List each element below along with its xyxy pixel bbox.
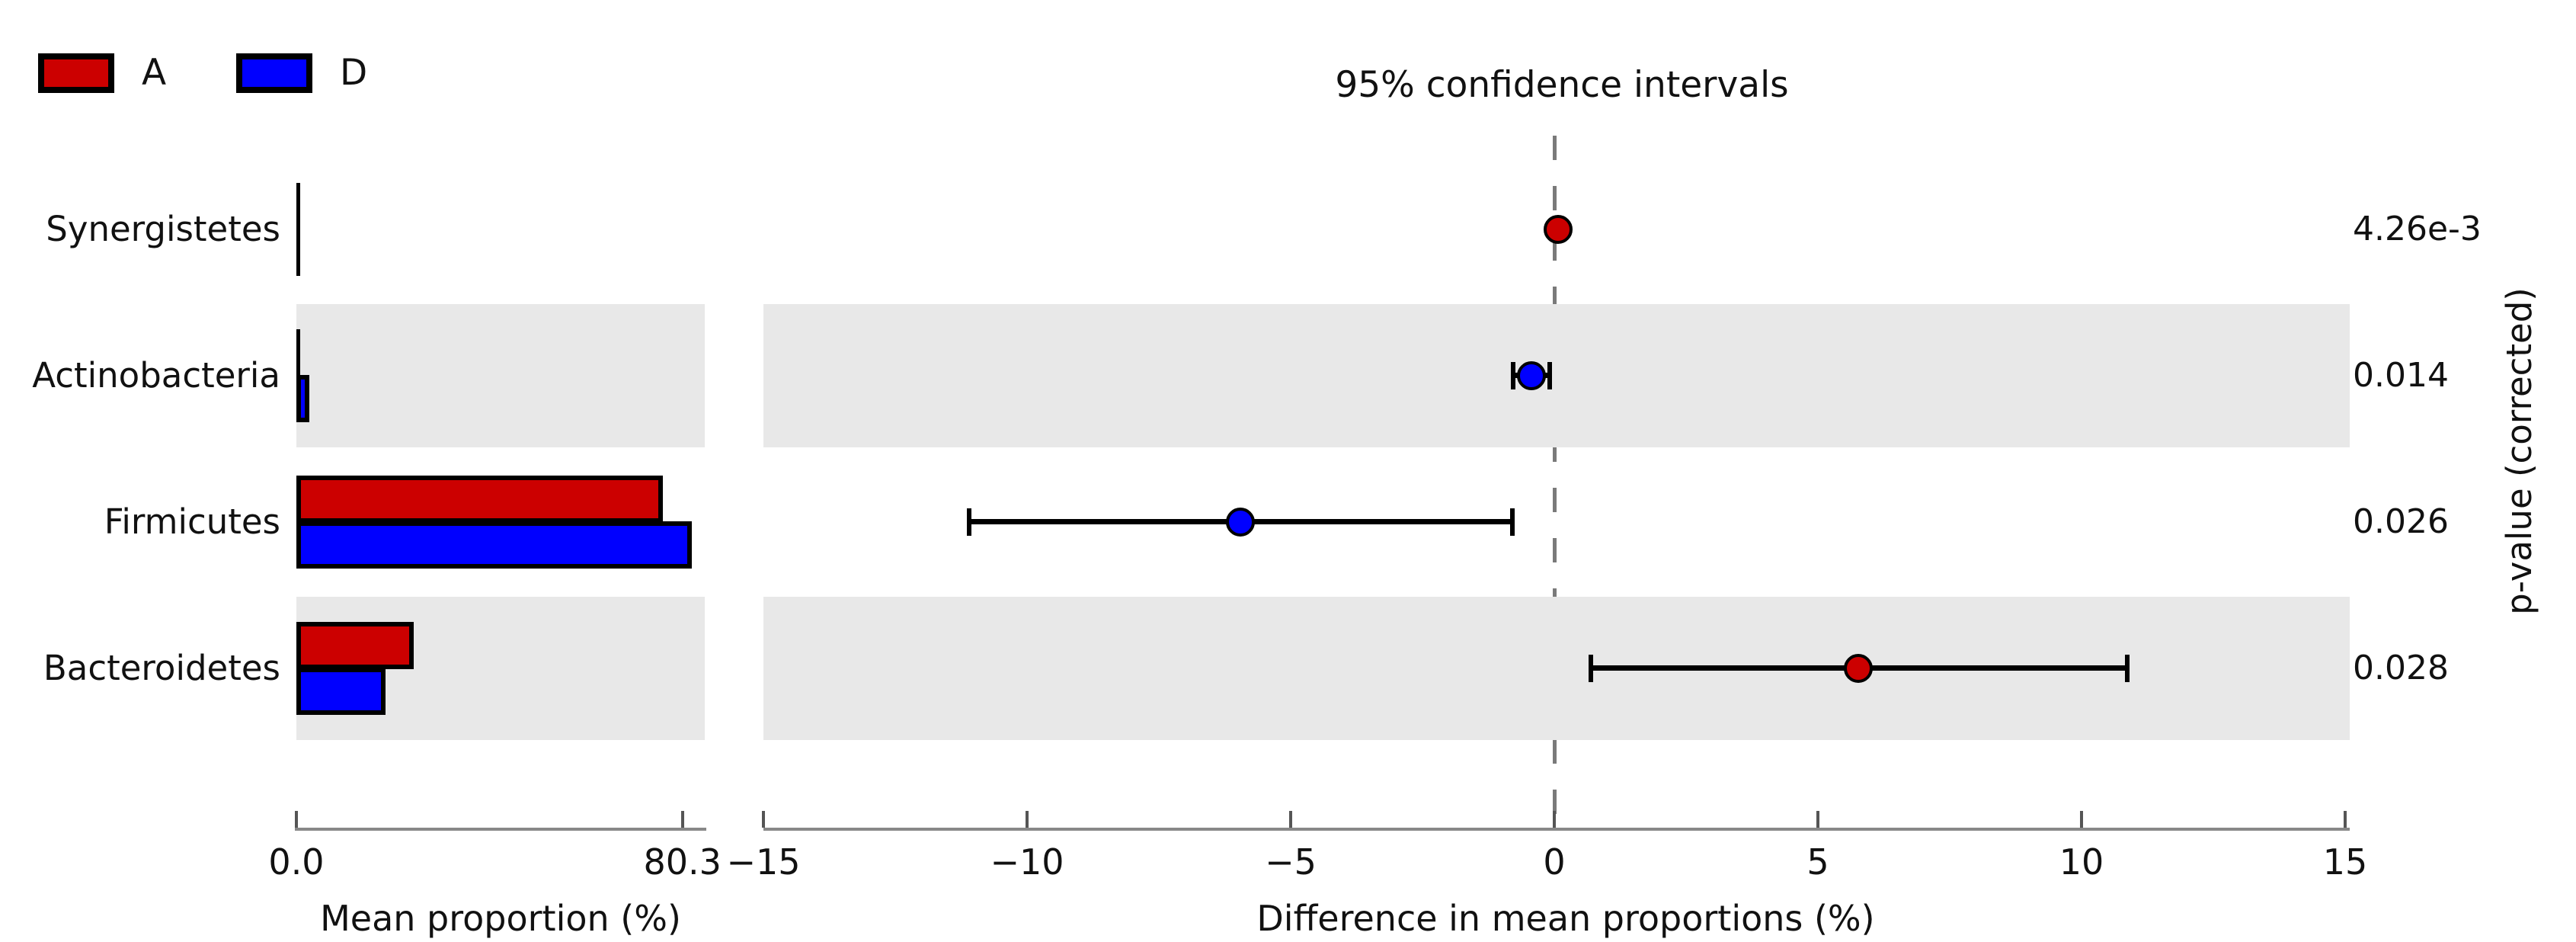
ci-cap-left-actinobacteria (1511, 362, 1516, 389)
mean-bar-d-actinobacteria (296, 375, 309, 422)
left-axis-title: Mean proportion (%) (320, 898, 681, 939)
right-axis-tick-4 (1816, 811, 1819, 828)
zero-reference-line (1553, 136, 1557, 828)
right-axis-tick-label-0: −15 (726, 841, 801, 883)
left-axis-line (295, 828, 706, 831)
right-axis-tick-1 (1026, 811, 1029, 828)
left-axis-tick-0 (295, 811, 298, 828)
taxon-label-actinobacteria: Actinobacteria (32, 355, 280, 396)
right-axis-tick-label-4: 5 (1806, 841, 1829, 883)
ci-cap-right-firmicutes (1510, 508, 1515, 536)
p-value-bacteroidetes: 0.028 (2353, 649, 2449, 687)
row-shading-right-actinobacteria (763, 304, 2350, 447)
p-value-axis-label: p-value (corrected) (2499, 287, 2539, 615)
taxon-label-firmicutes: Firmicutes (104, 501, 280, 542)
left-axis-tick-label-1: 80.3 (643, 841, 722, 883)
legend-swatch-d (236, 53, 312, 93)
right-axis-title: Difference in mean proportions (%) (1256, 898, 1875, 939)
legend-label-a: A (142, 52, 167, 94)
right-axis-tick-3 (1553, 811, 1556, 828)
right-axis-tick-label-6: 15 (2322, 841, 2368, 883)
mean-bar-d-bacteroidetes (296, 668, 386, 715)
figure-title: 95% confidence intervals (1335, 64, 1789, 106)
right-axis-tick-5 (2080, 811, 2083, 828)
mean-bar-d-synergistetes (296, 229, 300, 276)
mean-bar-a-bacteroidetes (296, 622, 414, 669)
taxon-label-bacteroidetes: Bacteroidetes (43, 648, 280, 688)
ci-cap-right-actinobacteria (1547, 362, 1552, 389)
mean-bar-a-synergistetes (296, 183, 300, 230)
right-axis-tick-label-5: 10 (2059, 841, 2104, 883)
mean-bar-a-actinobacteria (296, 329, 300, 376)
p-value-actinobacteria: 0.014 (2353, 356, 2449, 395)
right-axis-tick-0 (762, 811, 765, 828)
right-axis-tick-label-2: −5 (1265, 841, 1317, 883)
ci-cap-right-bacteroidetes (2125, 655, 2130, 682)
right-axis-line (763, 828, 2350, 831)
right-axis-tick-label-3: 0 (1543, 841, 1566, 883)
right-axis-tick-6 (2344, 811, 2347, 828)
ci-cap-left-bacteroidetes (1588, 655, 1593, 682)
taxon-label-synergistetes: Synergistetes (46, 209, 280, 249)
legend-label-d: D (340, 52, 368, 94)
legend-swatch-a (38, 53, 114, 93)
right-axis-tick-label-1: −10 (990, 841, 1064, 883)
ci-cap-left-firmicutes (966, 508, 971, 536)
left-axis-tick-1 (680, 811, 684, 828)
row-shading-left-actinobacteria (296, 304, 705, 447)
difference-dot-synergistetes (1543, 215, 1573, 244)
p-value-firmicutes: 0.026 (2353, 502, 2449, 541)
mean-bar-d-firmicutes (296, 521, 692, 569)
difference-dot-bacteroidetes (1844, 654, 1874, 683)
difference-dot-actinobacteria (1517, 361, 1547, 390)
p-value-synergistetes: 4.26e-3 (2353, 210, 2482, 248)
left-axis-tick-label-0: 0.0 (268, 841, 325, 883)
right-axis-tick-2 (1289, 811, 1292, 828)
mean-bar-a-firmicutes (296, 476, 663, 523)
difference-dot-firmicutes (1226, 508, 1256, 537)
